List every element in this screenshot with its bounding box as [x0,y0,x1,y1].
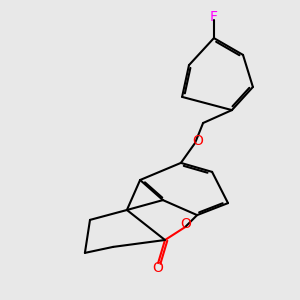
Text: O: O [153,261,164,274]
Text: F: F [210,10,218,24]
Text: O: O [180,217,191,230]
Text: O: O [193,134,203,148]
